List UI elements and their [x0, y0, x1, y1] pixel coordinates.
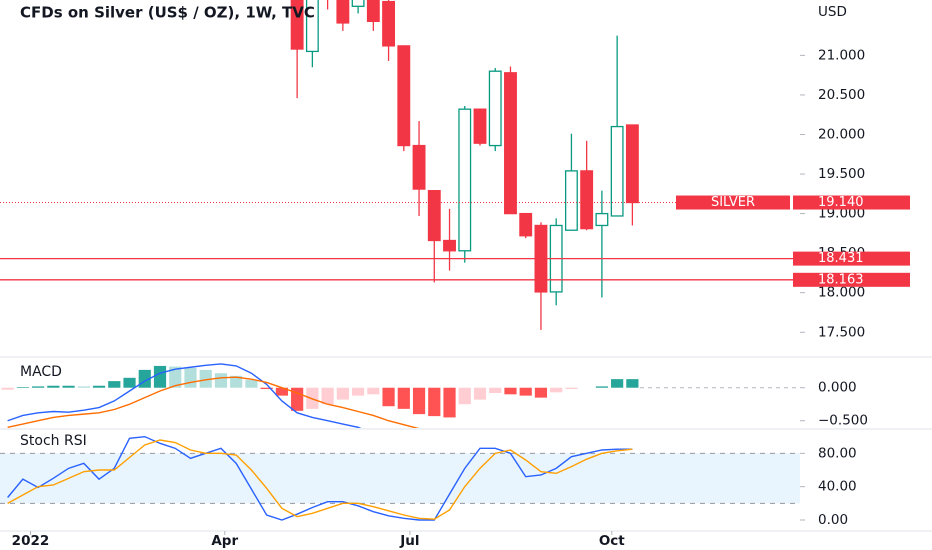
- candle-body: [397, 45, 411, 147]
- y-tick-label: 0.00: [818, 512, 848, 528]
- macd-pane: [1, 363, 800, 428]
- y-tick-label: 17.500: [818, 324, 865, 340]
- axes: 2022AprJulOct17.50018.00018.50019.00019.…: [0, 47, 932, 549]
- overlay: CFDs on Silver (US$ / OZ), 1W, TVC USD M…: [0, 4, 910, 449]
- histogram-bar: [428, 387, 441, 417]
- histogram-bar: [32, 386, 45, 388]
- histogram-bar: [199, 369, 212, 388]
- candle-body: [488, 70, 502, 147]
- line-label: 18.163: [818, 272, 864, 287]
- stoch-pane: [0, 435, 800, 521]
- histogram-bar: [108, 381, 121, 388]
- y-tick-label: 19.500: [818, 166, 865, 182]
- x-tick-label: 2022: [12, 533, 50, 549]
- histogram-bar: [565, 387, 578, 390]
- line-label: 18.431: [818, 251, 864, 266]
- candle-body: [519, 212, 533, 237]
- candle-body: [366, 0, 380, 23]
- y-tick-label: 80.00: [818, 445, 857, 461]
- histogram-bar: [550, 387, 563, 393]
- histogram-bar: [504, 387, 517, 395]
- candle-body: [305, 0, 319, 53]
- candle-body: [382, 0, 396, 47]
- last-price-tag: [793, 195, 910, 210]
- histogram-bar: [230, 375, 243, 388]
- candle-body: [473, 108, 487, 144]
- y-tick-label: 20.500: [818, 87, 865, 103]
- histogram-bar: [336, 387, 349, 400]
- histogram-bar: [595, 386, 608, 388]
- histogram-bar: [489, 387, 502, 393]
- last-price-label: 19.140: [818, 195, 864, 210]
- last-price-name-tag: [676, 195, 790, 210]
- candle-body: [412, 144, 426, 190]
- band: [0, 453, 800, 504]
- x-tick-label: Jul: [399, 533, 419, 549]
- histogram-bar: [626, 379, 639, 388]
- candle-body: [290, 0, 304, 50]
- macd-line: [7, 376, 420, 428]
- histogram-bar: [367, 387, 380, 395]
- histogram-bar: [214, 373, 228, 388]
- y-tick-label: 20.000: [818, 126, 865, 142]
- histogram-bar: [47, 385, 60, 388]
- histogram-bar: [153, 365, 167, 388]
- candle-body: [564, 170, 578, 231]
- histogram-bar: [412, 387, 426, 415]
- histogram-bar: [169, 366, 182, 388]
- candle-body: [504, 72, 517, 215]
- candle-body: [595, 212, 609, 227]
- macd-title: MACD: [20, 364, 62, 380]
- candle-body: [427, 190, 441, 242]
- y-tick-label: 19.000: [818, 206, 865, 222]
- histogram-bar: [397, 387, 410, 409]
- histogram-bar: [473, 387, 487, 400]
- candle-body: [610, 125, 624, 217]
- histogram-bar: [1, 387, 14, 390]
- histogram-bar: [519, 387, 532, 396]
- candle-body: [625, 124, 639, 204]
- candle-body: [443, 239, 456, 252]
- x-tick-label: Apr: [211, 533, 238, 549]
- histogram-bar: [260, 387, 273, 390]
- chart-title: CFDs on Silver (US$ / OZ), 1W, TVC: [20, 4, 315, 22]
- candle-body: [580, 170, 594, 230]
- y-axis-label: USD: [818, 4, 847, 20]
- histogram-bar: [321, 387, 334, 405]
- y-tick-label: −0.500: [818, 413, 868, 429]
- last-price-name: SILVER: [711, 195, 755, 210]
- candle-body: [458, 108, 472, 252]
- histogram-bar: [16, 387, 29, 388]
- y-tick-label: 21.000: [818, 47, 865, 63]
- histogram-bar: [62, 385, 75, 388]
- y-tick-label: 18.000: [818, 285, 865, 301]
- histogram-bar: [123, 377, 136, 388]
- histogram-bar: [443, 387, 456, 418]
- histogram-bar: [184, 367, 197, 388]
- x-tick-label: Oct: [599, 533, 625, 549]
- y-tick-label: 40.00: [818, 479, 857, 495]
- histogram-bar: [275, 387, 288, 396]
- histogram-bar: [245, 379, 258, 388]
- histogram-bar: [92, 385, 106, 388]
- candle-body: [351, 0, 365, 7]
- line-tag: [793, 251, 910, 266]
- histogram-bar: [611, 379, 624, 388]
- stoch-title: Stoch RSI: [20, 433, 87, 449]
- y-tick-label: 0.000: [818, 380, 857, 396]
- histogram-bar: [352, 387, 365, 396]
- stoch-line: [7, 439, 633, 520]
- histogram-bar: [382, 387, 395, 407]
- histogram-bar: [458, 387, 471, 405]
- macd-line: [7, 363, 362, 428]
- candle-body: [336, 0, 350, 24]
- line-tag: [793, 272, 910, 287]
- histogram-bar: [534, 387, 548, 398]
- histogram-bar: [77, 386, 90, 388]
